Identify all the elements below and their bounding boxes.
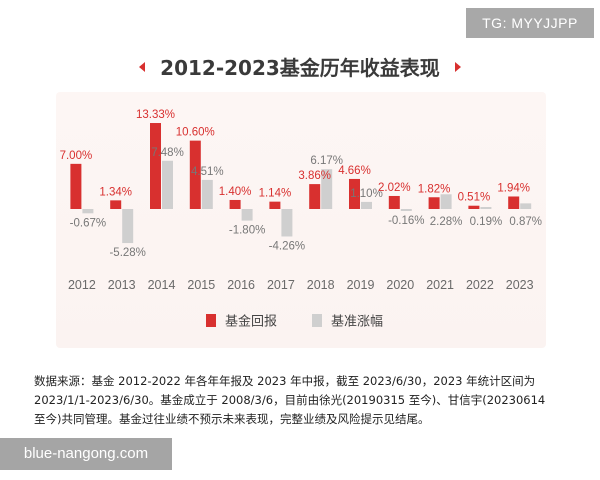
x-tick-label: 2012 [68,278,96,292]
x-tick-label: 2020 [386,278,414,292]
fund-bar [229,199,241,209]
benchmark-bar [480,207,492,209]
x-tick-label: 2021 [426,278,454,292]
fund-bar [349,178,360,209]
chart-title-row: 2012-2023基金历年收益表现 [0,52,600,80]
footnote-line: 至今)共同管理。基金过往业绩不预示未来表现，完整业绩及风险提示见结尾。 [34,412,430,426]
benchmark-bar [520,203,532,209]
fund-data-label: 0.51% [458,192,491,204]
legend-swatch-benchmark [312,314,322,327]
fund-bar [189,140,201,209]
benchmark-bar [281,209,293,237]
benchmark-data-label: 7.48% [151,147,184,159]
benchmark-data-label: 0.87% [509,216,542,228]
bar-chart: 7.00% -0.67% 2012 1.34% -5.28% 2013 13.33% 7.48… [60,109,542,330]
x-tick-label: 2018 [307,278,335,292]
chart-title: 2012-2023基金历年收益表现 [160,56,440,80]
fund-data-label: 1.34% [99,186,132,198]
x-tick-label: 2014 [148,278,176,292]
x-tick-label: 2017 [267,278,295,292]
title-right-arrow-icon [454,61,461,72]
fund-data-label: 1.14% [259,188,292,200]
fund-data-label: 13.33% [136,109,175,121]
fund-bar [508,196,520,209]
footnote-line: 2023/1/1-2023/6/30。基金成立于 2008/3/6，目前由徐光(… [34,393,546,407]
benchmark-bar [321,169,333,209]
benchmark-data-label: -0.16% [388,215,424,227]
benchmark-bar [241,209,253,221]
benchmark-data-label: -0.67% [70,217,106,229]
benchmark-bar [361,201,372,209]
fund-data-label: 1.94% [497,182,530,194]
x-tick-label: 2023 [506,278,534,292]
benchmark-bar [82,209,94,214]
fund-bar [428,197,440,209]
legend-swatch-fund [206,314,216,327]
fund-bar [110,200,122,209]
legend-label-benchmark: 基准涨幅 [331,315,383,330]
footnote-line: 数据来源：基金 2012-2022 年各年年报及 2023 年中报，截至 202… [34,374,536,388]
fund-data-label: 10.60% [176,127,215,139]
chart-card: 7.00% -0.67% 2012 1.34% -5.28% 2013 13.33% 7.48… [56,92,546,348]
x-tick-label: 2022 [466,278,494,292]
benchmark-data-label: -1.80% [229,225,265,237]
benchmark-bar [400,209,412,211]
title-left-arrow-icon [139,61,146,72]
fund-data-label: 1.40% [219,186,252,198]
fund-bar [309,184,321,209]
x-tick-label: 2016 [227,278,255,292]
benchmark-data-label: 0.19% [470,216,503,228]
benchmark-bar [201,179,213,209]
benchmark-bar [122,209,134,244]
fund-bar [150,123,161,209]
x-tick-label: 2015 [187,278,215,292]
tg-badge: TG: MYYJJPP [466,8,594,38]
fund-bar [468,205,480,209]
watermark: blue-nangong.com [0,438,172,470]
benchmark-data-label: 2.28% [430,216,463,228]
fund-data-label: 1.82% [418,183,451,195]
x-tick-label: 2019 [347,278,375,292]
fund-bar [269,201,281,209]
benchmark-data-label: -4.26% [269,240,305,252]
benchmark-data-label: 1.10% [350,188,383,200]
benchmark-data-label: 4.51% [191,166,224,178]
fund-data-label: 7.00% [60,150,93,162]
fund-bar [70,163,82,209]
fund-data-label: 2.02% [378,182,411,194]
legend-label-fund: 基金回报 [225,314,277,330]
fund-data-label: 3.86% [298,170,331,182]
fund-data-label: 4.66% [338,165,371,177]
fund-bar [388,195,400,209]
benchmark-bar [162,160,173,209]
x-tick-label: 2013 [108,278,136,292]
benchmark-data-label: -5.28% [109,247,145,259]
benchmark-bar [440,194,452,209]
footnote: 数据来源：基金 2012-2022 年各年年报及 2023 年中报，截至 202… [34,372,579,429]
benchmark-data-label: 6.17% [310,155,343,167]
